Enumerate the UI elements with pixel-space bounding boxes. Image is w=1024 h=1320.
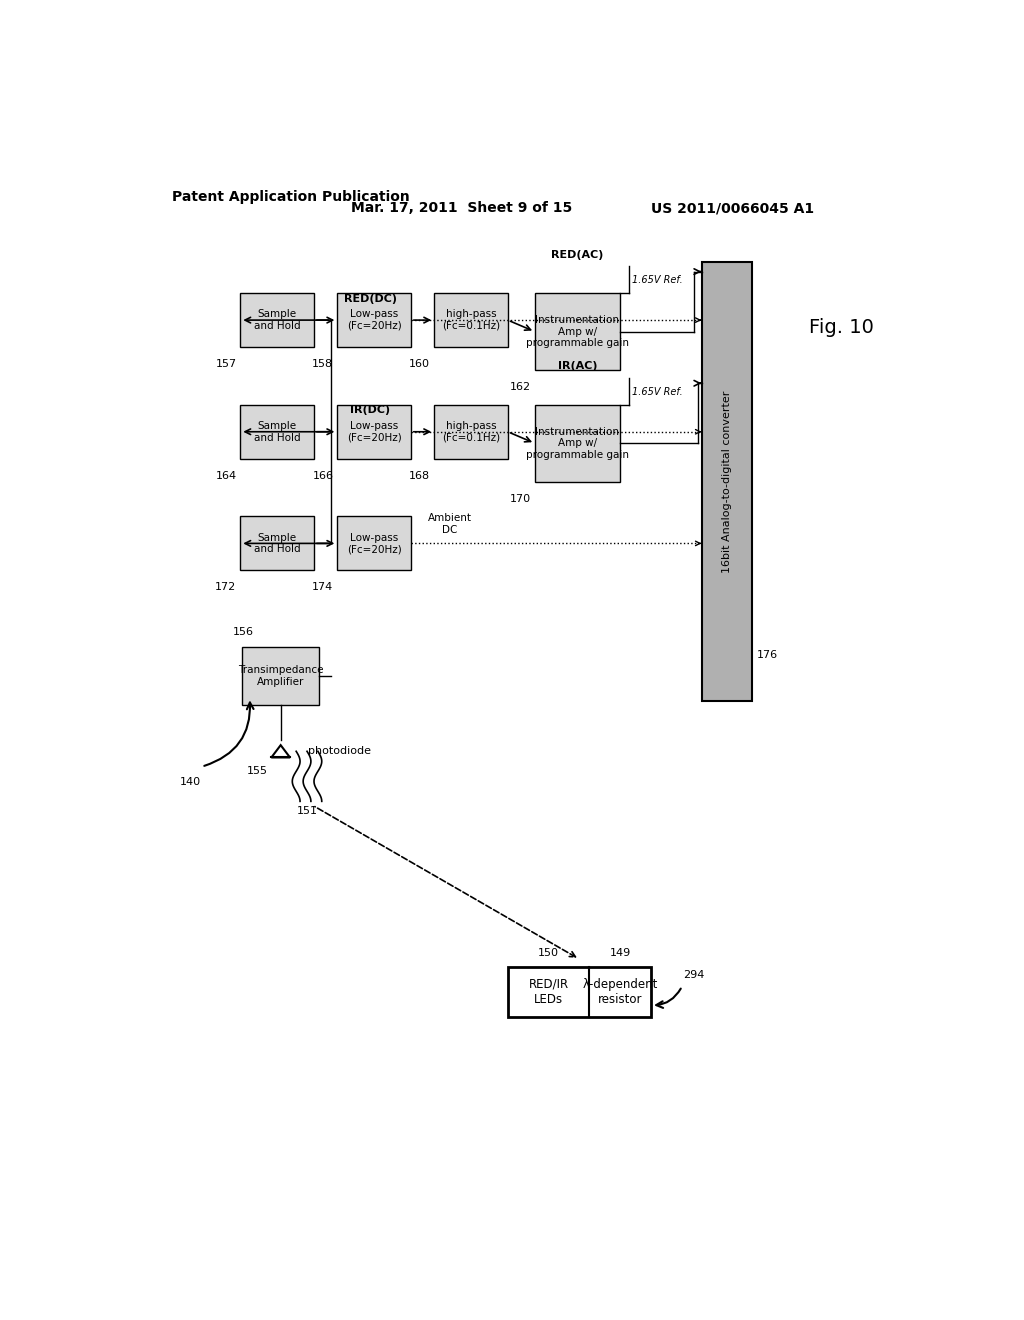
Text: Sample
and Hold: Sample and Hold xyxy=(254,532,300,554)
FancyBboxPatch shape xyxy=(337,405,411,459)
Text: 166: 166 xyxy=(312,471,334,480)
Text: 160: 160 xyxy=(410,359,430,370)
Text: Mar. 17, 2011  Sheet 9 of 15: Mar. 17, 2011 Sheet 9 of 15 xyxy=(350,202,571,215)
FancyBboxPatch shape xyxy=(242,647,319,705)
Text: Fig. 10: Fig. 10 xyxy=(809,318,873,338)
FancyBboxPatch shape xyxy=(434,293,508,347)
Text: 16bit Analog-to-digital converter: 16bit Analog-to-digital converter xyxy=(722,391,732,573)
Text: photodiode: photodiode xyxy=(308,746,371,756)
Text: Sample
and Hold: Sample and Hold xyxy=(254,309,300,331)
Text: Instrumentation
Amp w/
programmable gain: Instrumentation Amp w/ programmable gain xyxy=(526,426,629,459)
Text: Low-pass
(Fc=20Hz): Low-pass (Fc=20Hz) xyxy=(347,532,401,554)
Text: 149: 149 xyxy=(609,948,631,958)
Text: high-pass
(Fc=0.1Hz): high-pass (Fc=0.1Hz) xyxy=(442,309,500,331)
Text: 157: 157 xyxy=(215,359,237,370)
Text: 150: 150 xyxy=(538,948,559,958)
Text: λ-dependent
resistor: λ-dependent resistor xyxy=(583,978,657,1006)
FancyBboxPatch shape xyxy=(241,405,314,459)
Text: IR(DC): IR(DC) xyxy=(350,405,390,416)
Text: RED/IR
LEDs: RED/IR LEDs xyxy=(528,978,568,1006)
FancyBboxPatch shape xyxy=(434,405,508,459)
FancyBboxPatch shape xyxy=(337,516,411,570)
Text: high-pass
(Fc=0.1Hz): high-pass (Fc=0.1Hz) xyxy=(442,421,500,442)
Text: 176: 176 xyxy=(757,649,777,660)
Text: Low-pass
(Fc=20Hz): Low-pass (Fc=20Hz) xyxy=(347,309,401,331)
Text: 1.65V Ref.: 1.65V Ref. xyxy=(632,275,683,285)
Text: IR(AC): IR(AC) xyxy=(558,362,597,371)
FancyBboxPatch shape xyxy=(535,293,621,370)
FancyBboxPatch shape xyxy=(241,293,314,347)
Text: 151: 151 xyxy=(297,807,317,816)
Text: 162: 162 xyxy=(510,381,531,392)
FancyBboxPatch shape xyxy=(337,293,411,347)
Text: Sample
and Hold: Sample and Hold xyxy=(254,421,300,442)
FancyBboxPatch shape xyxy=(241,516,314,570)
Text: 172: 172 xyxy=(215,582,237,593)
Text: RED(DC): RED(DC) xyxy=(344,293,396,304)
Text: Transimpedance
Amplifier: Transimpedance Amplifier xyxy=(238,665,324,686)
Text: 170: 170 xyxy=(510,494,531,504)
Text: 155: 155 xyxy=(247,766,267,776)
Text: 140: 140 xyxy=(179,777,201,787)
Text: 158: 158 xyxy=(312,359,334,370)
Text: 156: 156 xyxy=(232,627,254,638)
FancyBboxPatch shape xyxy=(701,263,752,701)
FancyBboxPatch shape xyxy=(508,966,651,1016)
Text: Instrumentation
Amp w/
programmable gain: Instrumentation Amp w/ programmable gain xyxy=(526,315,629,348)
Text: 174: 174 xyxy=(312,582,334,593)
Text: 168: 168 xyxy=(410,471,430,480)
Text: Low-pass
(Fc=20Hz): Low-pass (Fc=20Hz) xyxy=(347,421,401,442)
Text: 294: 294 xyxy=(683,970,705,979)
FancyBboxPatch shape xyxy=(535,405,621,482)
Text: RED(AC): RED(AC) xyxy=(551,249,604,260)
Text: 1.65V Ref.: 1.65V Ref. xyxy=(632,387,683,397)
Text: Ambient
DC: Ambient DC xyxy=(428,513,472,535)
Text: US 2011/0066045 A1: US 2011/0066045 A1 xyxy=(651,202,814,215)
Text: Patent Application Publication: Patent Application Publication xyxy=(172,190,410,203)
Text: 164: 164 xyxy=(215,471,237,480)
